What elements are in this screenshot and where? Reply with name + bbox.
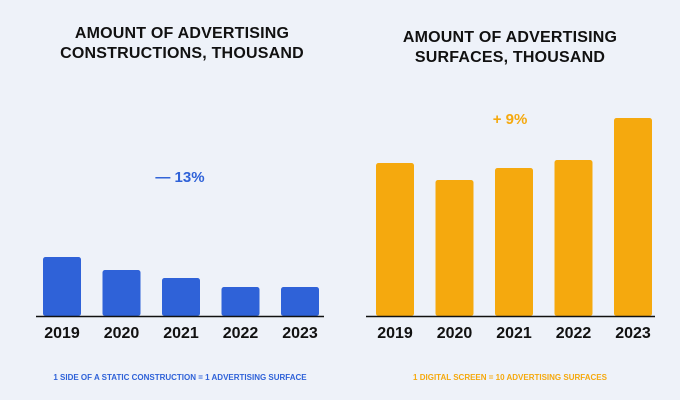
constructions-tick-2020: 2020 (104, 325, 140, 342)
surfaces-bar-2023 (614, 118, 652, 316)
constructions-tick-2021: 2021 (163, 325, 199, 342)
surfaces-tick-2019: 2019 (377, 325, 413, 342)
surfaces-title-line-1: AMOUNT OF ADVERTISING (403, 29, 617, 46)
constructions-bar-2022 (221, 287, 260, 316)
surfaces-tick-2022: 2022 (556, 325, 592, 342)
surfaces-bar-2022 (554, 160, 593, 316)
constructions-tick-2019: 2019 (44, 325, 80, 342)
constructions-bar-2020 (102, 270, 141, 316)
surfaces-footnote: 1 DIGITAL SCREEN = 10 ADVERTISING SURFAC… (413, 373, 608, 382)
surfaces-bar-2021 (495, 168, 533, 316)
constructions-bar-2021 (162, 278, 200, 316)
constructions-title-line-1: AMOUNT OF ADVERTISING (75, 25, 289, 42)
surfaces-tick-2023: 2023 (615, 325, 651, 342)
constructions-bar-2019 (43, 257, 81, 316)
surfaces-bar-2020 (435, 180, 474, 316)
constructions-footnote: 1 SIDE OF A STATIC CONSTRUCTION = 1 ADVE… (53, 373, 307, 382)
constructions-tick-2022: 2022 (223, 325, 259, 342)
constructions-tick-2023: 2023 (282, 325, 318, 342)
constructions-change-label: — 13% (155, 169, 204, 186)
surfaces-change-label: + 9% (493, 111, 528, 128)
surfaces-title-line-2: SURFACES, THOUSAND (415, 49, 605, 66)
surfaces-tick-2021: 2021 (496, 325, 532, 342)
surfaces-tick-2020: 2020 (437, 325, 473, 342)
constructions-x-ticks: 2019 2020 2021 2022 2023 (44, 325, 318, 342)
constructions-bar-2023 (281, 287, 319, 316)
surfaces-bar-2019 (376, 163, 414, 316)
surfaces-bars (376, 118, 652, 316)
constructions-bars (43, 257, 319, 316)
constructions-chart: AMOUNT OF ADVERTISING CONSTRUCTIONS, THO… (36, 25, 324, 382)
constructions-title-line-2: CONSTRUCTIONS, THOUSAND (60, 45, 304, 62)
surfaces-chart: AMOUNT OF ADVERTISING SURFACES, THOUSAND… (366, 29, 655, 382)
surfaces-x-ticks: 2019 2020 2021 2022 2023 (377, 325, 651, 342)
